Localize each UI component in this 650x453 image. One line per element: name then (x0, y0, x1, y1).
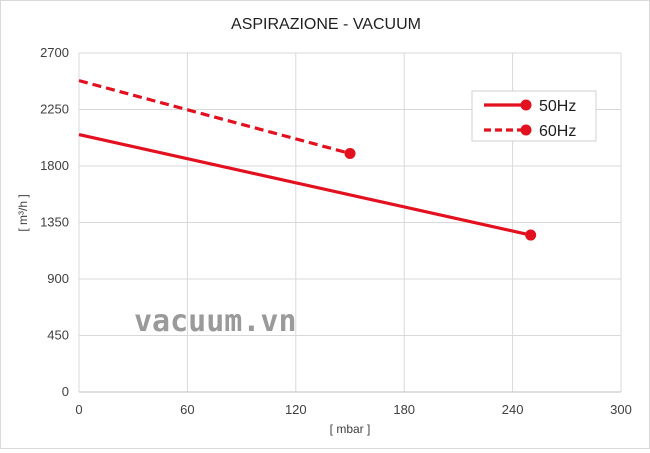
x-tick-label: 60 (180, 402, 194, 417)
y-tick-label: 2700 (40, 45, 69, 60)
series-layer (78, 79, 537, 241)
x-tick-label: 120 (285, 402, 307, 417)
series-line-60hz (78, 79, 351, 155)
x-tick-labels: 0 60 120 180 240 300 (75, 402, 631, 417)
chart-title: ASPIRAZIONE - VACUUM (231, 16, 421, 33)
x-tick-label: 300 (610, 402, 632, 417)
y-axis-label: [ m³/h ] (16, 194, 30, 231)
y-tick-label: 450 (47, 328, 69, 343)
x-tick-label: 180 (393, 402, 415, 417)
y-tick-label: 900 (47, 271, 69, 286)
legend-box (471, 90, 597, 142)
series-end-point-60hz (344, 147, 356, 159)
watermark-text: vacuum.vn (134, 304, 297, 339)
series-line-50hz (78, 133, 532, 237)
legend-marker-50hz (520, 99, 532, 111)
legend-label-50hz: 50Hz (539, 98, 576, 115)
x-tick-label: 240 (502, 402, 524, 417)
series-end-point-50hz (525, 229, 537, 241)
legend-marker-60hz (520, 124, 532, 136)
y-tick-label: 1350 (40, 215, 69, 230)
y-tick-label: 2250 (40, 102, 69, 117)
x-axis-label: [ mbar ] (330, 422, 371, 436)
y-tick-labels: 0 450 900 1350 1800 2250 2700 (40, 45, 69, 399)
legend-label-60hz: 60Hz (539, 123, 576, 140)
legend: 50Hz 60Hz (471, 90, 597, 142)
y-tick-label: 0 (62, 384, 69, 399)
y-tick-label: 1800 (40, 158, 69, 173)
x-tick-label: 0 (75, 402, 82, 417)
